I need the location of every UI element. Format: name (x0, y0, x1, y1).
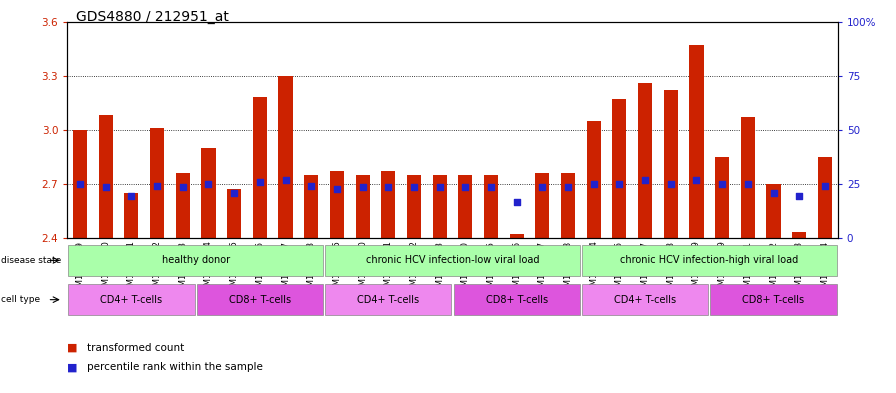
Bar (535, 173, 549, 238)
Bar (325, 245, 580, 276)
Bar (325, 284, 452, 315)
Point (433, 184, 447, 191)
Point (561, 184, 575, 191)
Text: chronic HCV infection-high viral load: chronic HCV infection-high viral load (620, 255, 798, 265)
Bar (582, 284, 709, 315)
Bar (150, 128, 164, 238)
Bar (279, 75, 293, 238)
Point (638, 177, 652, 183)
Bar (458, 175, 472, 238)
Point (484, 184, 498, 191)
Bar (196, 284, 323, 315)
Bar (766, 184, 780, 238)
Point (766, 189, 780, 196)
Bar (330, 171, 344, 238)
Bar (125, 193, 139, 238)
Text: GDS4880 / 212951_at: GDS4880 / 212951_at (76, 10, 229, 24)
Bar (304, 175, 318, 238)
Bar (227, 189, 241, 238)
Text: CD8+ T-cells: CD8+ T-cells (486, 295, 547, 305)
Point (125, 193, 139, 200)
Bar (587, 121, 601, 238)
Bar (68, 284, 194, 315)
Point (818, 182, 832, 189)
Point (792, 193, 806, 200)
Bar (792, 232, 806, 238)
Bar (381, 171, 395, 238)
Point (741, 180, 755, 187)
Bar (356, 175, 370, 238)
Point (381, 184, 395, 191)
Bar (741, 117, 755, 238)
Text: CD4+ T-cells: CD4+ T-cells (100, 295, 162, 305)
Bar (73, 130, 87, 238)
Bar (202, 148, 216, 238)
Text: cell type: cell type (1, 295, 40, 304)
Text: percentile rank within the sample: percentile rank within the sample (87, 362, 263, 373)
Bar (99, 115, 113, 238)
Point (407, 184, 421, 191)
Point (330, 186, 344, 192)
Point (510, 198, 524, 205)
Bar (433, 175, 447, 238)
Text: chronic HCV infection-low viral load: chronic HCV infection-low viral load (366, 255, 539, 265)
Point (304, 182, 318, 189)
Bar (453, 284, 580, 315)
Text: CD8+ T-cells: CD8+ T-cells (228, 295, 291, 305)
Point (715, 180, 729, 187)
Text: CD8+ T-cells: CD8+ T-cells (743, 295, 805, 305)
Point (279, 177, 293, 183)
Bar (689, 45, 703, 238)
Bar (510, 234, 524, 238)
Point (458, 184, 472, 191)
Bar (253, 97, 267, 238)
Bar (582, 245, 837, 276)
Bar (711, 284, 837, 315)
Text: ■: ■ (67, 362, 78, 373)
Point (587, 180, 601, 187)
Text: ■: ■ (67, 343, 78, 353)
Point (612, 180, 626, 187)
Bar (664, 90, 678, 238)
Point (356, 184, 370, 191)
Point (202, 180, 216, 187)
Point (150, 182, 164, 189)
Bar (484, 175, 498, 238)
Text: CD4+ T-cells: CD4+ T-cells (614, 295, 676, 305)
Text: transformed count: transformed count (87, 343, 185, 353)
Point (227, 189, 241, 196)
Bar (176, 173, 190, 238)
Point (689, 177, 703, 183)
Bar (612, 99, 626, 238)
Bar (561, 173, 575, 238)
Point (253, 179, 267, 185)
Point (99, 184, 113, 191)
Text: healthy donor: healthy donor (161, 255, 229, 265)
Text: disease state: disease state (1, 256, 61, 265)
Text: CD4+ T-cells: CD4+ T-cells (358, 295, 419, 305)
Point (73, 180, 87, 187)
Bar (68, 245, 323, 276)
Bar (407, 175, 421, 238)
Point (535, 184, 549, 191)
Bar (818, 157, 832, 238)
Bar (715, 157, 729, 238)
Point (176, 184, 190, 191)
Point (664, 180, 678, 187)
Bar (638, 83, 652, 238)
